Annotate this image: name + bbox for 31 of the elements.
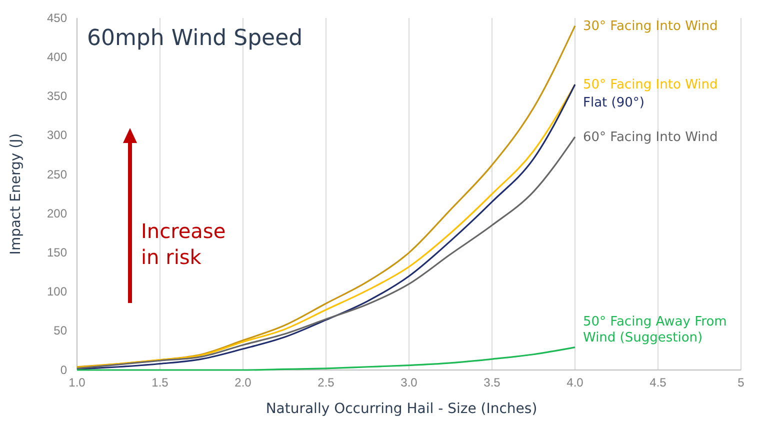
series-label: 50° Facing Into Wind <box>583 77 718 92</box>
y-tick-label: 250 <box>46 167 68 182</box>
y-tick-label: 100 <box>46 284 68 299</box>
annotation: Increase in risk <box>141 219 226 269</box>
series-label: 50° Facing Away From Wind (Suggestion) <box>583 314 727 346</box>
series-label: 30° Facing Into Wind <box>583 18 718 34</box>
series-label: Flat (90°) <box>583 95 644 110</box>
y-tick-label: 300 <box>46 128 68 142</box>
x-tick-label: 2.0 <box>234 376 252 390</box>
x-tick-label: 1.5 <box>152 376 169 390</box>
y-tick-label: 350 <box>46 89 68 104</box>
x-tick-label: 4.5 <box>650 376 667 390</box>
chart-title: 60mph Wind Speed <box>87 26 303 51</box>
y-axis-title: Impact Energy (J) <box>8 133 24 255</box>
y-tick-label: 400 <box>46 50 68 64</box>
x-tick-label: 3.5 <box>484 376 501 390</box>
y-tick-label: 50 <box>54 324 68 338</box>
y-tick-label: 200 <box>46 206 68 220</box>
x-tick-label: 4.0 <box>566 376 584 390</box>
line-series <box>76 25 576 368</box>
x-tick-label: 3.0 <box>400 376 418 390</box>
x-tick-label: 2.5 <box>318 376 335 390</box>
y-tick-label: 450 <box>46 10 68 25</box>
x-tick-label: 1.0 <box>68 376 86 390</box>
y-tick-label: 150 <box>46 246 68 260</box>
series-label: 60° Facing Into Wind <box>583 130 718 145</box>
line-series <box>76 136 576 370</box>
line-series <box>76 346 576 371</box>
x-tick-label: 5 <box>738 376 745 390</box>
x-axis-title: Naturally Occurring Hail - Size (Inches) <box>266 401 538 417</box>
y-tick-label: 0 <box>60 362 68 377</box>
